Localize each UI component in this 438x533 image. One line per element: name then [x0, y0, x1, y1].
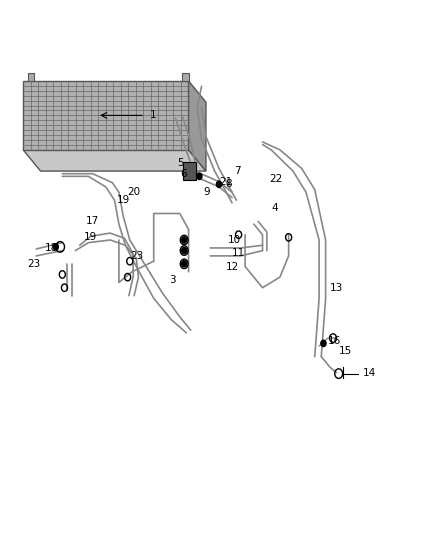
Text: 23: 23 — [28, 259, 41, 269]
Text: 6: 6 — [180, 169, 187, 179]
Text: 16: 16 — [328, 336, 341, 346]
Text: 1: 1 — [149, 110, 156, 120]
Text: 4: 4 — [271, 203, 278, 213]
Circle shape — [53, 244, 58, 250]
Circle shape — [216, 181, 222, 188]
Text: 23: 23 — [130, 251, 143, 261]
Circle shape — [197, 173, 202, 180]
Text: 9: 9 — [204, 187, 210, 197]
Text: 10: 10 — [228, 235, 241, 245]
Circle shape — [182, 237, 187, 243]
Text: 17: 17 — [86, 216, 99, 227]
Text: 22: 22 — [269, 174, 283, 184]
Circle shape — [182, 261, 187, 267]
Polygon shape — [23, 150, 206, 171]
Circle shape — [182, 247, 187, 254]
Polygon shape — [23, 81, 188, 150]
Text: 21: 21 — [219, 176, 232, 187]
Text: 18: 18 — [45, 243, 58, 253]
FancyBboxPatch shape — [184, 162, 196, 180]
Text: 19: 19 — [117, 195, 130, 205]
Circle shape — [321, 340, 326, 346]
Polygon shape — [28, 73, 34, 81]
Text: 12: 12 — [226, 262, 239, 271]
Text: 14: 14 — [363, 368, 376, 377]
Polygon shape — [188, 81, 206, 171]
Text: 19: 19 — [84, 232, 97, 243]
Text: 5: 5 — [178, 158, 184, 168]
Text: 7: 7 — [234, 166, 241, 176]
Text: 20: 20 — [127, 187, 141, 197]
Circle shape — [188, 164, 193, 170]
Circle shape — [188, 171, 193, 177]
Text: 3: 3 — [169, 274, 176, 285]
Text: 13: 13 — [330, 282, 343, 293]
Text: 11: 11 — [232, 248, 245, 259]
Polygon shape — [182, 73, 188, 81]
Text: 8: 8 — [226, 179, 232, 189]
Text: 15: 15 — [339, 346, 352, 357]
